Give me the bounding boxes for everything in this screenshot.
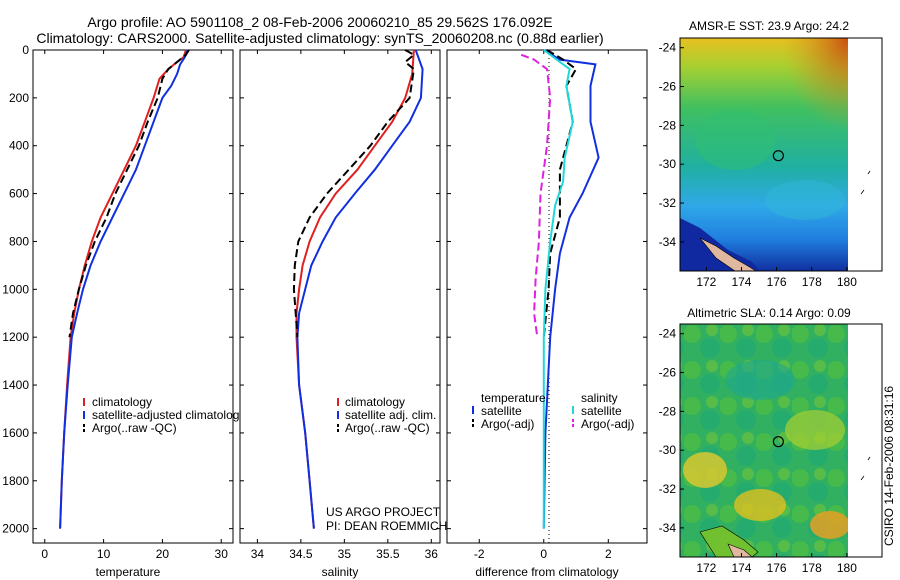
xtick-label: 35.5 [376, 547, 400, 561]
series-line-2 [292, 49, 416, 338]
map-ytick-label: -28 [659, 118, 677, 132]
float-location-marker [772, 150, 784, 162]
sla-heatmap [680, 324, 848, 557]
map-xtick-label: 172 [696, 275, 716, 289]
ytick-label: 1000 [2, 282, 29, 296]
xtick-label: 34.5 [289, 547, 313, 561]
xtick-label: 0 [540, 547, 547, 561]
salinity-legend: climatology satellite adj. clim. Argo(..… [337, 395, 436, 435]
sst-map-frame [679, 37, 883, 272]
ytick-label: 600 [9, 187, 29, 201]
map-xtick-label: 174 [731, 275, 751, 289]
island-outline [860, 170, 871, 195]
figure-title-line1: Argo profile: AO 5901108_2 08-Feb-2006 2… [87, 14, 553, 30]
ytick-label: 1400 [2, 378, 29, 392]
map-ytick-label: -32 [659, 482, 677, 496]
ytick-label: 400 [9, 139, 29, 153]
difference-legend-salinity: salinity [581, 391, 618, 405]
map-ytick-label: -28 [659, 404, 677, 418]
land-mass-sla [727, 543, 753, 557]
temperature-legend-1: satellite-adjusted climatology [92, 408, 245, 422]
salinity-panel: 34 34.5 35 35.5 36 salinity climatology sate… [239, 49, 447, 579]
xtick-label: 20 [156, 547, 170, 561]
map-ytick-label: -24 [659, 41, 677, 55]
difference-legend-temperature: temperature [481, 391, 546, 405]
sla-map-panel: Altimetric SLA: 0.14 Argo: 0.09 172 174 17… [659, 306, 883, 575]
salinity-legend-2: Argo(..raw -QC) [345, 421, 430, 435]
difference-legend-temp-argo: Argo(-adj) [481, 417, 534, 431]
xtick-label: 30 [215, 547, 229, 561]
xtick-label: 10 [97, 547, 111, 561]
temperature-legend-0: climatology [92, 395, 152, 409]
series-line-3 [520, 53, 552, 338]
series-line-0 [542, 49, 600, 529]
difference-legend-sal-satellite: satellite [581, 404, 622, 418]
map-ytick-label: -26 [659, 366, 677, 380]
figure-title-line2: Climatology: CARS2000. Satellite-adjuste… [36, 30, 604, 46]
series-line-1 [542, 49, 578, 338]
temperature-legend-2: Argo(..raw -QC) [92, 421, 177, 435]
sla-map-title: Altimetric SLA: 0.14 Argo: 0.09 [687, 306, 851, 320]
map-xtick-label: 178 [802, 561, 822, 575]
salinity-legend-0: climatology [345, 395, 405, 409]
difference-panel: -2 0 2 difference from climatology tempera… [446, 49, 648, 579]
xtick-label: -2 [474, 547, 485, 561]
xtick-label: 34 [251, 547, 265, 561]
series-line-2 [542, 49, 574, 529]
difference-xlabel: difference from climatology [475, 565, 618, 579]
map-xtick-label: 174 [731, 561, 751, 575]
project-credit: US ARGO PROJECT [326, 505, 441, 519]
ytick-label: 1800 [2, 474, 29, 488]
temperature-axes-frame [32, 49, 234, 544]
temperature-legend: climatology satellite-adjusted climatolo… [83, 395, 245, 435]
sst-map-panel: AMSR-E SST: 23.9 Argo: 24.2 172 174 176 178… [659, 19, 883, 289]
sst-heatmap [680, 38, 848, 271]
salinity-axes-frame [239, 49, 441, 544]
difference-legend-temp-satellite: satellite [481, 404, 522, 418]
ytick-label: 1200 [2, 330, 29, 344]
map-ytick-label: -30 [659, 157, 677, 171]
map-ytick-label: -26 [659, 80, 677, 94]
ytick-label: 2000 [2, 522, 29, 536]
sst-map-title: AMSR-E SST: 23.9 Argo: 24.2 [689, 19, 849, 33]
ytick-label: 800 [9, 234, 29, 248]
difference-legend-sal-argo: Argo(-adj) [581, 417, 634, 431]
pi-credit: PI: DEAN ROEMMICH [326, 519, 447, 533]
ytick-label: 0 [22, 43, 29, 57]
series-line-1 [296, 49, 424, 529]
map-xtick-label: 180 [837, 561, 857, 575]
map-xtick-label: 176 [767, 561, 787, 575]
map-ytick-label: -24 [659, 327, 677, 341]
map-xtick-label: 172 [696, 561, 716, 575]
xtick-label: 35 [338, 547, 352, 561]
map-xtick-label: 178 [802, 275, 822, 289]
map-ytick-label: -34 [659, 521, 677, 535]
temperature-panel: 0 10 20 30 0 200 400 600 800 1000 1200 1400 1600 1800… [2, 43, 245, 579]
series-line-1 [59, 49, 189, 529]
map-ytick-label: -32 [659, 196, 677, 210]
island-outline-sla [860, 456, 871, 481]
temperature-xlabel: temperature [96, 565, 161, 579]
map-ytick-label: -34 [659, 235, 677, 249]
ytick-label: 1600 [2, 426, 29, 440]
salinity-legend-1: satellite adj. clim. [345, 408, 436, 422]
map-ytick-label: -30 [659, 443, 677, 457]
float-location-marker [772, 436, 784, 448]
salinity-xlabel: salinity [322, 565, 359, 579]
timestamp-stamp: CSIRO 14-Feb-2006 08:31:16 [882, 386, 896, 546]
xtick-label: 36 [425, 547, 439, 561]
map-xtick-label: 180 [837, 275, 857, 289]
xtick-label: 0 [41, 547, 48, 561]
sla-map-frame [679, 323, 883, 558]
land-mass [699, 237, 757, 271]
series-line-2 [68, 49, 190, 338]
ytick-label: 200 [9, 91, 29, 105]
xtick-label: 2 [605, 547, 612, 561]
difference-legend: temperature satellite Argo(-adj) salinit… [472, 391, 634, 431]
map-xtick-label: 176 [767, 275, 787, 289]
